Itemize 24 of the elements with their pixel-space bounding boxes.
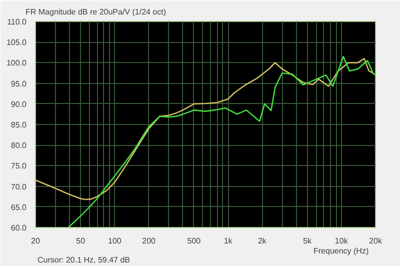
y-tick-label: 85.0 bbox=[10, 120, 28, 130]
y-tick-label: 110.0 bbox=[7, 18, 28, 26]
y-tick-label: 70.0 bbox=[10, 182, 28, 192]
x-tick-label: 1k bbox=[224, 236, 234, 246]
y-tick-label: 90.0 bbox=[10, 100, 28, 109]
x-tick-label: 20k bbox=[369, 236, 383, 246]
x-tick-label: 500 bbox=[187, 236, 202, 246]
y-tick-label: 60.0 bbox=[10, 224, 28, 232]
y-tick-label: 100.0 bbox=[6, 58, 28, 68]
y-tick-label: 95.0 bbox=[10, 79, 28, 88]
y-tick-label: 80.0 bbox=[10, 141, 28, 150]
y-tick-label: 105.0 bbox=[6, 38, 28, 48]
x-tick-label: 20 bbox=[31, 236, 40, 246]
x-tick-label: 100 bbox=[108, 236, 122, 246]
x-tick-label: 200 bbox=[142, 236, 156, 246]
text: Cursor: 20.1 Hz, 59.47 dB bbox=[38, 256, 130, 264]
y-tick-label: 75.0 bbox=[10, 162, 28, 171]
x-tick-label: 5k bbox=[303, 236, 312, 246]
x-axis-title: Frequency (Hz) bbox=[314, 246, 369, 256]
x-tick-label: 50 bbox=[76, 236, 86, 246]
x-tick-label: 10k bbox=[334, 236, 349, 246]
x-tick-label: 2k bbox=[258, 236, 268, 246]
y-tick-label: 65.0 bbox=[10, 202, 28, 212]
chart-title: FR Magnitude dB re 20uPa/V (1/24 oct) bbox=[26, 8, 166, 16]
